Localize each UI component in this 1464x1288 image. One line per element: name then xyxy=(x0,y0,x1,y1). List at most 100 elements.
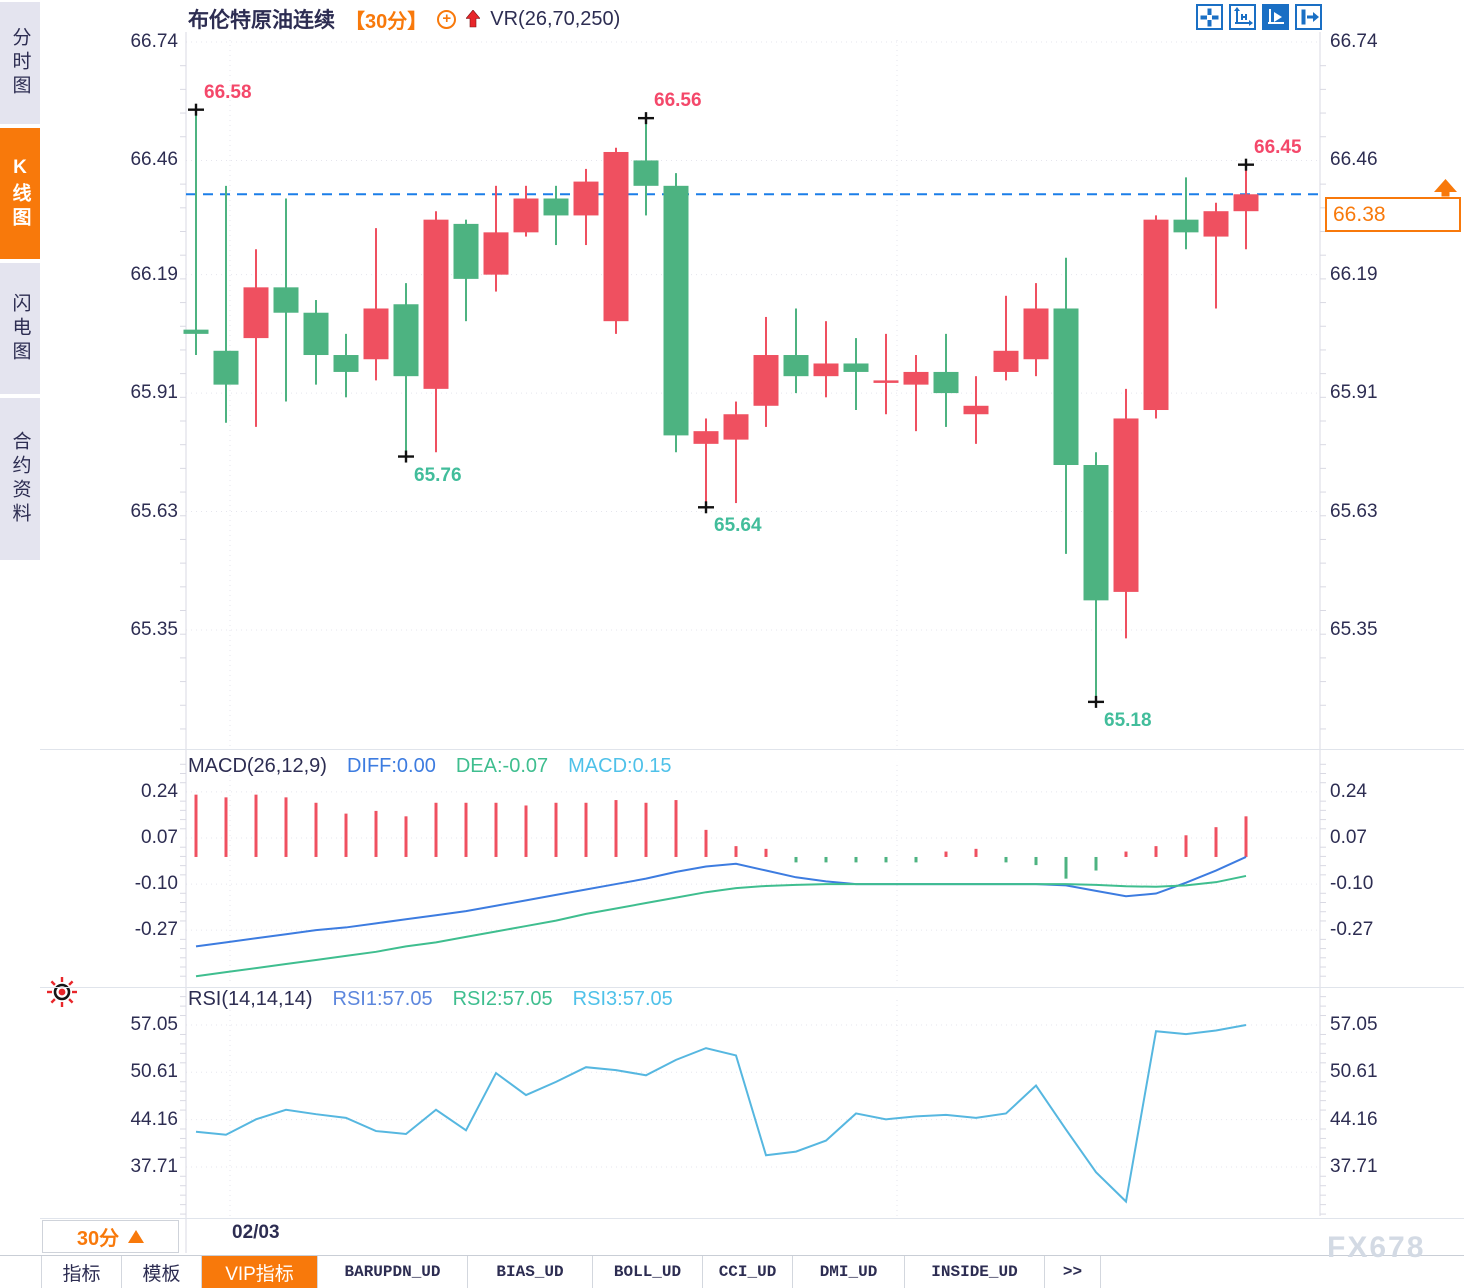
y-axis-label-right: -0.27 xyxy=(1330,919,1374,941)
candle xyxy=(603,151,629,322)
y-axis-label-left: 65.91 xyxy=(130,382,178,404)
rsi-title: RSI(14,14,14) xyxy=(188,988,313,1010)
indicator-tab-BOLL_UD[interactable]: BOLL_UD xyxy=(593,1256,703,1288)
sidebar-tab-分时图[interactable]: 分时图 xyxy=(0,2,40,124)
candle xyxy=(1173,219,1199,233)
y-axis-label-left: 66.46 xyxy=(130,149,178,171)
candle xyxy=(393,304,419,377)
indicator-tab-BIAS_UD[interactable]: BIAS_UD xyxy=(468,1256,593,1288)
candle xyxy=(753,355,779,406)
panel-separator xyxy=(40,987,1464,988)
period-selector[interactable]: 30分 xyxy=(42,1220,179,1253)
candle xyxy=(1203,211,1229,237)
price-up-arrow-icon xyxy=(1434,179,1457,202)
sidebar-tab-K线图[interactable]: K线图 xyxy=(0,128,40,259)
y-axis-label-right: 65.91 xyxy=(1330,382,1378,404)
time-axis-separator xyxy=(40,1218,1464,1219)
macd-header: MACD(26,12,9) DIFF:0.00 DEA:-0.07 MACD:0.1… xyxy=(188,755,672,778)
macd-title: MACD(26,12,9) xyxy=(188,755,327,777)
candle xyxy=(573,181,599,216)
swing-low-label: 65.76 xyxy=(414,464,462,486)
y-axis-label-left: 37.71 xyxy=(130,1155,178,1177)
candle xyxy=(453,223,479,279)
move-icon[interactable] xyxy=(1196,4,1223,30)
candle xyxy=(1143,219,1169,411)
y-axis-label-left: -0.10 xyxy=(134,873,178,895)
candle xyxy=(363,308,389,360)
swing-low-label: 65.64 xyxy=(714,515,762,537)
panel-separator xyxy=(40,749,1464,750)
rsi-header: RSI(14,14,14) RSI1:57.05 RSI2:57.05 RSI3:5… xyxy=(188,988,673,1011)
y-axis-label-left: 0.24 xyxy=(141,780,178,802)
candle xyxy=(1113,418,1139,592)
candle xyxy=(843,363,869,372)
indicator-tab-BARUPDN_UD[interactable]: BARUPDN_UD xyxy=(318,1256,468,1288)
y-axis-label-right: 66.19 xyxy=(1330,263,1378,285)
sidebar-tab-合约资料[interactable]: 合约资料 xyxy=(0,398,40,560)
y-axis-label-right: 66.46 xyxy=(1330,149,1378,171)
pan-right-icon[interactable] xyxy=(1295,4,1322,30)
candle xyxy=(513,198,539,233)
y-axis-label-left: 66.19 xyxy=(130,263,178,285)
period-selector-label: 30分 xyxy=(76,1228,120,1250)
candle xyxy=(1053,308,1079,465)
candle xyxy=(813,363,839,377)
candle xyxy=(183,329,209,334)
candle xyxy=(783,355,809,377)
candle xyxy=(273,287,299,313)
axis-zoom-icon[interactable] xyxy=(1229,4,1256,30)
candle xyxy=(543,198,569,216)
rsi-legend-1: RSI2:57.05 xyxy=(452,988,553,1010)
vr-indicator-label: VR(26,70,250) xyxy=(490,7,621,30)
y-axis-label-left: 44.16 xyxy=(130,1108,178,1130)
y-axis-label-left: 50.61 xyxy=(130,1061,178,1083)
y-axis-label-right: 65.63 xyxy=(1330,500,1378,522)
swing-low-label: 65.18 xyxy=(1104,709,1152,731)
indicator-settings-sun-icon[interactable] xyxy=(44,974,80,1015)
y-axis-label-left: 0.07 xyxy=(141,827,178,848)
indicator-tab-INSIDE_UD[interactable]: INSIDE_UD xyxy=(905,1256,1045,1288)
date-axis-label: 02/03 xyxy=(232,1222,280,1243)
indicator-tabs-bar: 指标 模板 VIP指标 BARUPDN_UD BIAS_UD BOLL_UD CCI_UD D… xyxy=(0,1255,1464,1288)
add-indicator-icon[interactable] xyxy=(437,9,457,29)
candle xyxy=(483,232,509,275)
y-axis-label-right: 65.35 xyxy=(1330,618,1378,640)
indicator-tab-VIP指标[interactable]: VIP指标 xyxy=(202,1256,318,1288)
indicator-tab-模板[interactable]: 模板 xyxy=(122,1256,202,1288)
up-arrow-icon xyxy=(466,10,481,28)
candle xyxy=(213,350,239,385)
candle xyxy=(1023,308,1049,360)
fx678-watermark: FX678 xyxy=(1327,1231,1426,1264)
y-axis-label-left: 66.74 xyxy=(130,31,178,52)
rsi-legend-0: RSI1:57.05 xyxy=(332,988,433,1010)
y-axis-label-left: -0.27 xyxy=(134,919,178,941)
indicator-tab-DMI_UD[interactable]: DMI_UD xyxy=(793,1256,905,1288)
sidebar-tab-闪电图[interactable]: 闪电图 xyxy=(0,263,40,394)
candle xyxy=(903,371,929,385)
y-axis-label-right: 66.74 xyxy=(1330,31,1378,52)
indicator-tab->>[interactable]: >> xyxy=(1045,1256,1101,1288)
y-axis-label-right: 0.24 xyxy=(1330,780,1367,802)
indicator-tab-指标[interactable]: 指标 xyxy=(41,1256,122,1288)
candle xyxy=(963,405,989,415)
symbol-title: 布伦特原油连续 xyxy=(188,9,335,32)
candle xyxy=(693,431,719,444)
y-axis-label-right: 57.05 xyxy=(1330,1014,1378,1035)
indicator-tab-CCI_UD[interactable]: CCI_UD xyxy=(703,1256,793,1288)
chart-toolbar xyxy=(1196,4,1322,30)
candle xyxy=(1083,465,1109,601)
candle xyxy=(243,287,269,339)
y-axis-label-left: 65.35 xyxy=(130,618,178,640)
candle xyxy=(333,355,359,372)
axis-play-icon[interactable] xyxy=(1262,4,1289,30)
swing-high-label: 66.58 xyxy=(204,81,252,103)
rsi-legend-2: RSI3:57.05 xyxy=(572,988,673,1010)
candle xyxy=(303,312,329,356)
y-axis-label-right: 50.61 xyxy=(1330,1061,1378,1083)
candle xyxy=(633,160,659,186)
candle xyxy=(993,350,1019,372)
y-axis-label-right: 0.07 xyxy=(1330,827,1367,848)
candle xyxy=(933,371,959,394)
